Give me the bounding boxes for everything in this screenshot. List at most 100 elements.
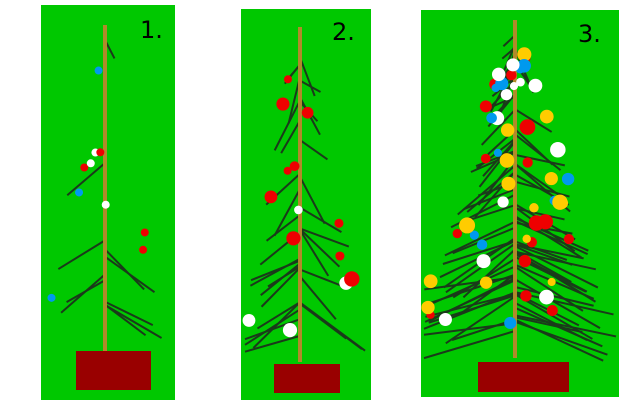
- ornament: [476, 254, 491, 269]
- branch: [57, 239, 106, 270]
- ornament: [80, 163, 89, 172]
- ornament: [547, 277, 556, 287]
- ornament: [504, 316, 517, 330]
- ornament: [517, 47, 532, 62]
- branch: [514, 278, 601, 329]
- ornament: [423, 274, 438, 289]
- ornament: [519, 119, 536, 135]
- branch: [299, 275, 337, 320]
- branch: [299, 79, 321, 93]
- ornament: [96, 148, 105, 157]
- ornament: [101, 200, 110, 209]
- branch: [66, 279, 106, 304]
- ornament: [522, 234, 531, 244]
- ornament: [516, 77, 525, 87]
- ornament: [282, 322, 298, 338]
- ornament: [459, 217, 476, 234]
- branch: [280, 120, 301, 154]
- branch: [431, 265, 516, 305]
- ornament: [335, 251, 345, 261]
- ornament: [500, 123, 515, 137]
- ornament: [550, 142, 566, 158]
- branch: [514, 250, 597, 271]
- ornament: [276, 97, 290, 111]
- branch: [299, 139, 329, 161]
- tree-label: 2.: [332, 18, 355, 46]
- ornament: [283, 75, 293, 84]
- branch: [514, 316, 583, 333]
- branch: [273, 188, 301, 237]
- branch: [104, 255, 156, 293]
- ornament: [479, 100, 492, 113]
- ornament: [294, 205, 303, 215]
- ornament: [539, 109, 554, 124]
- ornament: [479, 276, 493, 289]
- branch: [265, 214, 301, 242]
- branch: [423, 322, 516, 336]
- branch: [514, 265, 584, 312]
- branch: [481, 109, 516, 146]
- branch: [104, 300, 154, 327]
- ornament: [517, 58, 531, 73]
- ornament: [140, 228, 149, 237]
- branch: [514, 318, 604, 362]
- branch: [445, 242, 516, 294]
- ornament: [452, 228, 463, 239]
- ornament: [509, 82, 518, 91]
- ornament: [561, 172, 575, 186]
- branch: [462, 248, 516, 299]
- branch: [469, 204, 516, 221]
- panel: [421, 10, 619, 397]
- branch: [514, 133, 562, 171]
- branch: [501, 46, 516, 60]
- branch: [514, 301, 588, 342]
- ornament: [544, 171, 558, 186]
- branch: [299, 176, 326, 225]
- ornament: [491, 83, 500, 93]
- branch: [252, 301, 301, 349]
- branch: [442, 240, 516, 265]
- branch: [514, 207, 565, 221]
- pot: [76, 351, 151, 390]
- branch: [299, 229, 330, 277]
- ornament: [518, 254, 532, 268]
- branch: [514, 314, 617, 338]
- branch: [463, 188, 516, 210]
- ornament: [552, 194, 568, 210]
- branch: [482, 139, 516, 177]
- branch: [514, 243, 584, 260]
- branch: [299, 301, 366, 352]
- branch: [445, 295, 516, 345]
- ornament: [283, 166, 292, 175]
- pot: [274, 364, 340, 393]
- ornament: [528, 78, 543, 93]
- ornament: [522, 157, 533, 168]
- ornament: [528, 215, 545, 231]
- branch: [256, 301, 301, 330]
- branch: [66, 162, 106, 197]
- ornament: [491, 67, 506, 82]
- ornament: [563, 234, 575, 245]
- tree-label: 3.: [578, 20, 601, 48]
- ornament: [286, 231, 301, 246]
- pot: [478, 362, 569, 392]
- ornament: [94, 66, 103, 75]
- branch: [299, 206, 342, 234]
- ornament: [86, 159, 95, 168]
- tree-label: 1.: [140, 16, 163, 44]
- ornament: [469, 230, 479, 240]
- branch: [478, 140, 516, 188]
- branch: [514, 243, 573, 266]
- ornament: [539, 289, 554, 305]
- branch: [514, 286, 594, 307]
- branch: [249, 257, 301, 287]
- ornament: [264, 190, 278, 204]
- branch: [299, 302, 347, 340]
- ornament: [546, 304, 558, 317]
- ornament: [242, 314, 256, 327]
- ornament: [486, 112, 497, 124]
- ornament: [47, 293, 56, 302]
- branch: [514, 108, 553, 133]
- trees: [47, 20, 617, 362]
